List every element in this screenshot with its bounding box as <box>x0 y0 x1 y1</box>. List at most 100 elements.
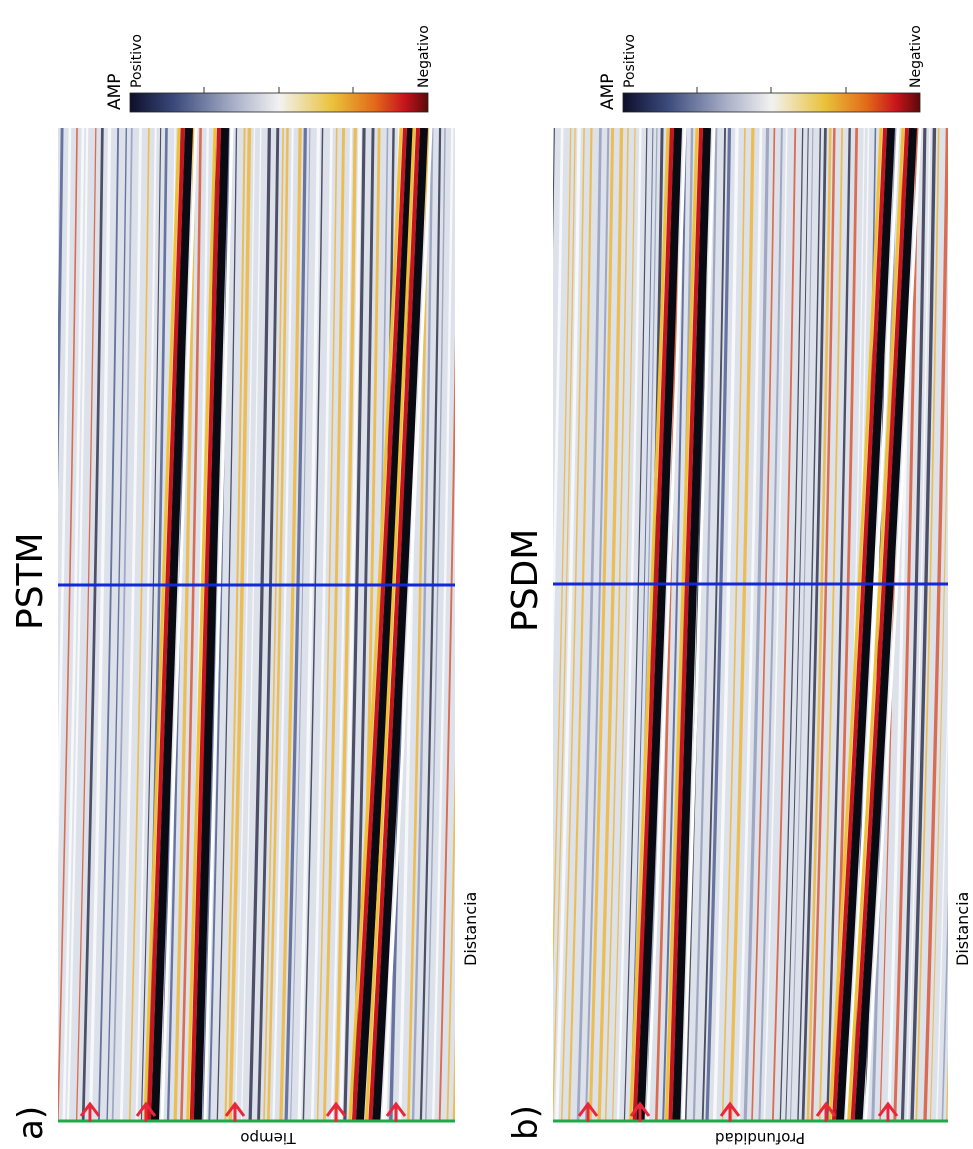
seismic-stripes <box>58 128 455 1120</box>
panel-b: AMP Positivo Negativo b) PSDM Profundida… <box>505 25 972 1147</box>
seismic-stripe <box>576 128 602 1120</box>
horizon <box>143 128 181 1120</box>
horizon <box>147 128 185 1120</box>
horizon <box>850 128 909 1120</box>
seismic-stripe <box>553 128 564 678</box>
colorbar-low-label: Positivo <box>129 34 145 88</box>
horizon <box>664 128 699 1120</box>
seismic-stripe <box>915 128 940 1120</box>
seismic-stripe <box>88 128 112 1120</box>
seismic-stripe <box>58 128 78 1120</box>
seismic-stripe <box>758 128 783 1120</box>
arrow <box>815 1101 837 1122</box>
seismic-stripe <box>612 128 636 1120</box>
arrow <box>385 1101 407 1122</box>
seismic-stripe <box>721 128 746 1120</box>
seismic-stripe <box>234 128 256 1120</box>
seismic-stripe <box>692 128 718 1120</box>
seismic-stripe <box>263 128 284 1120</box>
horizon <box>348 128 403 1120</box>
seismic-stripe <box>431 128 454 1120</box>
seismic-stripe <box>662 128 687 1120</box>
arrow <box>79 1101 101 1122</box>
horizon-arrows <box>79 1101 407 1122</box>
seismic-stripe <box>284 128 307 1120</box>
seismic-stripe <box>553 128 576 1120</box>
horizon <box>364 128 416 1120</box>
arrow <box>325 1101 347 1122</box>
seismic-stripe <box>936 671 948 1120</box>
arrow <box>135 1101 157 1122</box>
seismic-stripe <box>62 128 85 1120</box>
seismic-stripe <box>818 128 844 1120</box>
seismic-stripe <box>701 128 727 1120</box>
seismic-stripe <box>316 128 338 1120</box>
colorbar-ticks <box>696 87 847 93</box>
seismic-stripe <box>135 128 157 1120</box>
horizon <box>672 128 711 1120</box>
seismic-stripe <box>58 128 72 872</box>
seismic-stripe <box>128 128 150 1120</box>
seismic-stripe <box>555 128 581 1120</box>
horizontal-axis-label: Distancia <box>461 892 480 966</box>
seismic-stripe <box>785 128 809 1120</box>
arrow <box>719 1101 741 1122</box>
seismic-stripe <box>763 128 788 1120</box>
seismic-stripe <box>446 758 455 1120</box>
horizon <box>186 128 217 1120</box>
colorbar <box>622 92 921 113</box>
horizon <box>864 128 922 1120</box>
vertical-axis-label: Profundidad <box>715 1129 805 1147</box>
seismic-stripe <box>224 128 246 1120</box>
seismic-stripe <box>81 128 104 1120</box>
panel-a: AMP Positivo Negativo a) PSTM Tiempo Dis… <box>10 25 480 1147</box>
seismic-stripe <box>438 334 455 1120</box>
seismic-stripe <box>98 128 120 1120</box>
panel-label: b) <box>506 1105 546 1140</box>
seismic-stripe <box>343 128 366 1120</box>
seismic-stripe <box>779 128 804 1120</box>
seismic-stripe <box>322 128 346 1120</box>
seismic-stripe <box>826 128 851 1120</box>
seismic-stripe <box>279 128 302 1120</box>
horizon <box>646 128 687 1120</box>
seismic-stripe <box>339 128 362 1120</box>
seismic-stripe <box>910 128 937 1120</box>
seismic-stripe <box>801 128 827 1120</box>
seismic-stripe <box>140 128 162 1120</box>
seismic-stripe <box>411 128 434 1120</box>
seismic-stripe <box>272 128 294 1120</box>
seismic-stripe <box>893 128 919 1120</box>
horizon <box>681 128 716 1120</box>
seismic-stripe <box>616 128 642 1120</box>
arrow <box>629 1101 651 1122</box>
seismic-stripe <box>712 128 739 1120</box>
horizon-arrows <box>577 1101 899 1122</box>
horizon <box>160 128 198 1120</box>
colorbar-low-label: Positivo <box>622 34 638 88</box>
panel-title: PSTM <box>10 532 51 630</box>
seismic-stripes <box>553 128 948 1120</box>
seismic-stripe <box>906 128 931 1120</box>
seismic-stripe <box>771 128 797 1120</box>
seismic-stripe <box>180 128 202 1120</box>
panel-title: PSDM <box>505 529 546 632</box>
seismic-stripe <box>452 1029 455 1120</box>
horizon <box>845 128 900 1120</box>
horizon <box>372 128 428 1120</box>
seismic-stripe <box>584 128 610 1120</box>
horizon <box>193 128 229 1120</box>
seismic-stripe <box>267 128 289 1120</box>
seismic-stripe <box>946 1052 948 1120</box>
seismic-stripe <box>806 128 832 1120</box>
horizon <box>847 128 905 1120</box>
seismic-stripe <box>728 128 755 1120</box>
seismic-stripe <box>797 128 822 1120</box>
seismic-stripe <box>330 128 353 1120</box>
colorbar-ticks <box>203 87 354 93</box>
colorbar-title: AMP <box>105 73 125 110</box>
seismic-stripe <box>425 128 446 1120</box>
seismic-stripe <box>228 128 252 1120</box>
seismic-stripe <box>297 128 321 1120</box>
